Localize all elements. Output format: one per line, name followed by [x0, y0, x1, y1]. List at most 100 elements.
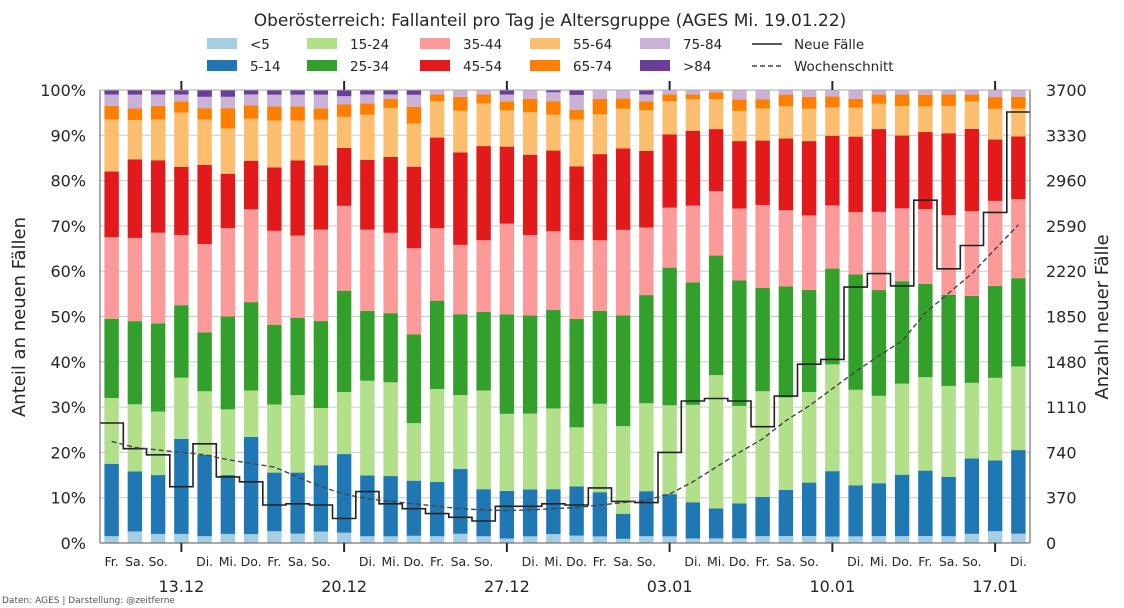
bar-segment [708, 92, 724, 100]
bar-segment [708, 191, 724, 256]
x-date-label: 17.01 [972, 577, 1018, 596]
bar-segment [662, 405, 677, 495]
bar-segment [987, 90, 1003, 98]
bar-segment [755, 287, 770, 392]
x-day-label: Di. [196, 554, 213, 569]
y-tick-label-left: 40% [50, 353, 86, 372]
bar-segment [174, 377, 189, 439]
bar-segment [987, 460, 1003, 532]
bar-segment [499, 101, 515, 111]
bar-segment [894, 474, 910, 537]
bar-segment [522, 489, 538, 537]
bar-segment [615, 148, 631, 230]
bar-segment [313, 229, 329, 322]
bar-segment [243, 105, 259, 119]
bar-segment [941, 90, 956, 95]
bar-segment [685, 502, 701, 539]
bar-segment [639, 227, 654, 296]
bar-segment [639, 90, 654, 95]
bar-segment [127, 90, 143, 95]
bar-segment [662, 94, 677, 102]
bar-segment [964, 101, 980, 129]
bar-segment [336, 90, 352, 97]
bar-segment [732, 280, 747, 406]
bar-segment [453, 152, 468, 245]
bar-segment [918, 90, 933, 95]
bar-segment [267, 324, 282, 405]
bar-segment [778, 94, 794, 107]
bar-segment [174, 90, 189, 95]
bar-segment [150, 323, 166, 412]
bar-segment [639, 110, 654, 151]
bar-segment [360, 475, 375, 537]
bar-segment [546, 309, 561, 409]
x-day-label: Sa. [451, 554, 471, 569]
bar-segment [941, 536, 956, 543]
bar-segment [429, 481, 445, 537]
bar-segment [429, 536, 445, 543]
legend-swatch [307, 38, 337, 49]
bar-segment [685, 538, 701, 543]
bar-segment [104, 398, 119, 464]
bar-segment [104, 90, 119, 95]
bar-segment [1011, 96, 1026, 109]
bar-segment [220, 228, 236, 317]
bar-segment [267, 120, 282, 168]
bar-segment [429, 101, 445, 138]
bar-segment [569, 486, 584, 536]
x-day-label: Sa. [939, 554, 959, 569]
bar-segment [825, 90, 840, 97]
bar-segment [755, 108, 770, 141]
y-tick-label-left: 50% [50, 308, 86, 327]
bar-segment [871, 536, 887, 543]
y-tick-label-left: 0% [61, 534, 86, 553]
bar-segment [476, 94, 491, 104]
bar-segment [336, 290, 352, 392]
bar-segment [406, 423, 422, 481]
bar-segment [778, 106, 794, 139]
bar-segment [987, 108, 1003, 140]
bar-segment [197, 332, 212, 392]
bar-segment [336, 205, 352, 291]
bar-segment [825, 107, 840, 136]
bar-segment [755, 497, 770, 537]
bar-segment [801, 482, 817, 537]
x-day-label: Di. [684, 554, 701, 569]
bar-segment [708, 99, 724, 130]
bar-segment [336, 392, 352, 455]
y-tick-label-right: 3700 [1046, 81, 1087, 100]
bar-segment [220, 108, 236, 129]
bar-segment [267, 167, 282, 231]
bar-segment [964, 533, 980, 543]
bar-segment [104, 237, 119, 319]
y-tick-label-right: 1850 [1046, 308, 1087, 327]
credit-text: Daten: AGES | Darstellung: @zeitferne [2, 596, 175, 606]
bar-segment [918, 106, 933, 133]
bar-segment [104, 318, 119, 399]
bar-segment [150, 90, 166, 95]
x-day-label: Mi. [219, 554, 237, 569]
bar-segment [336, 454, 352, 533]
x-day-label: Mi. [382, 554, 400, 569]
bar-segment [243, 118, 259, 161]
x-day-label: Mi. [707, 554, 725, 569]
bar-segment [1011, 199, 1026, 279]
bar-segment [150, 533, 166, 543]
bar-segment [499, 538, 515, 543]
x-day-label: So. [148, 554, 167, 569]
bar-segment [848, 536, 863, 543]
bar-segment [825, 135, 840, 206]
legend-label: Wochenschnitt [794, 59, 894, 75]
bar-segment [313, 90, 329, 95]
bar-segment [522, 235, 538, 316]
y-tick-label-left: 80% [50, 172, 86, 191]
bar-segment [592, 403, 608, 493]
x-day-label: Fr. [593, 554, 607, 569]
bar-segment [243, 94, 259, 106]
y-tick-label-right: 1480 [1046, 353, 1087, 372]
bar-segment [871, 129, 887, 212]
bar-segment [406, 334, 422, 424]
legend-label: <5 [250, 37, 270, 53]
legend-label: 75-84 [683, 37, 722, 53]
